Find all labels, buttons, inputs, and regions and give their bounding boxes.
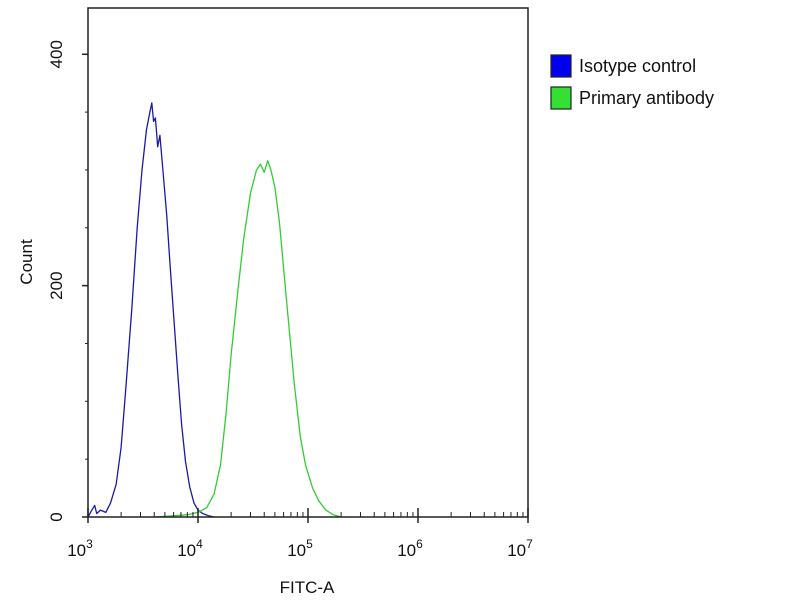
x-tick-label: 103 [67, 537, 93, 560]
y-tick-label: 0 [47, 512, 66, 521]
x-tick-label: 105 [287, 537, 313, 560]
series-line-isotype-control [87, 102, 215, 518]
y-tick-label: 200 [47, 271, 66, 299]
x-axis-title: FITC-A [280, 578, 335, 597]
legend-label-primary-antibody: Primary antibody [579, 88, 714, 108]
plot-frame [87, 7, 529, 518]
y-tick-label: 400 [47, 40, 66, 68]
x-tick-label: 106 [397, 537, 423, 560]
legend-swatch-primary-antibody [550, 86, 572, 110]
series-line-primary-antibody [154, 160, 342, 518]
legend-swatch-isotype-control [550, 54, 572, 78]
x-tick-label: 107 [507, 537, 533, 560]
y-axis-title: Count [17, 239, 36, 285]
legend-label-isotype-control: Isotype control [579, 56, 696, 76]
x-tick-label: 104 [177, 537, 203, 560]
